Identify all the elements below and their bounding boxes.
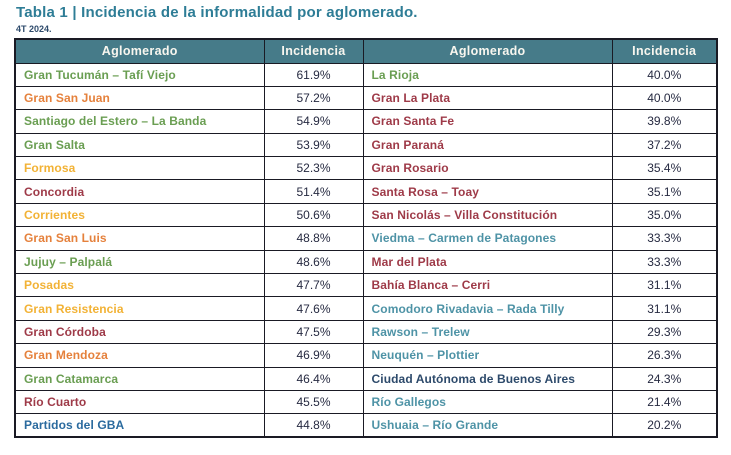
column-header-incidencia-right: Incidencia [611, 38, 718, 64]
aglomerado-cell-left: Gran San Juan [14, 85, 265, 111]
table-row: Gran Salta 53.9% Gran Paraná 37.2% [14, 132, 718, 158]
incidencia-cell-right: 29.3% [611, 319, 718, 345]
table-row: Jujuy – Palpalá 48.6% Mar del Plata 33.3% [14, 249, 718, 275]
aglomerado-cell-right: Gran La Plata [362, 85, 613, 111]
aglomerado-cell-right: Ciudad Autónoma de Buenos Aires [362, 366, 613, 391]
incidencia-cell-left: 46.4% [263, 366, 364, 391]
incidencia-cell-right: 37.2% [611, 132, 718, 158]
aglomerado-cell-left: Formosa [14, 156, 265, 181]
incidencia-cell-left: 47.6% [263, 296, 364, 321]
incidencia-cell-left: 44.8% [263, 413, 364, 438]
table-row: Partidos del GBA 44.8% Ushuaia – Río Grand… [14, 413, 718, 438]
table-row: Santiago del Estero – La Banda 54.9% Gran … [14, 109, 718, 134]
aglomerado-cell-right: Gran Santa Fe [362, 109, 613, 134]
incidencia-cell-right: 39.8% [611, 109, 718, 134]
aglomerado-cell-right: San Nicolás – Villa Constitución [362, 202, 613, 228]
aglomerado-cell-left: Gran Tucumán – Tafí Viejo [14, 62, 265, 87]
aglomerado-cell-left: Gran Salta [14, 132, 265, 158]
aglomerado-cell-left: Jujuy – Palpalá [14, 249, 265, 275]
aglomerado-cell-right: Río Gallegos [362, 389, 613, 415]
column-header-aglomerado-left: Aglomerado [14, 38, 265, 64]
page-title: Tabla 1 | Incidencia de la informalidad … [16, 4, 418, 21]
incidencia-cell-right: 40.0% [611, 85, 718, 111]
aglomerado-cell-right: Gran Rosario [362, 156, 613, 181]
incidencia-cell-right: 35.1% [611, 179, 718, 204]
aglomerado-cell-right: Mar del Plata [362, 249, 613, 275]
informality-table: Aglomerado Incidencia Aglomerado Inciden… [14, 38, 718, 439]
table-row: Gran Resistencia 47.6% Comodoro Rivadavia … [14, 296, 718, 321]
incidencia-cell-right: 33.3% [611, 249, 718, 275]
aglomerado-cell-left: Gran Córdoba [14, 319, 265, 345]
incidencia-cell-left: 50.6% [263, 202, 364, 228]
aglomerado-cell-left: Santiago del Estero – La Banda [14, 109, 265, 134]
page-subtitle: 4T 2024. [16, 24, 52, 34]
incidencia-cell-right: 26.3% [611, 343, 718, 368]
table-row: Gran Tucumán – Tafí Viejo 61.9% La Rioja 40… [14, 62, 718, 87]
column-header-incidencia-left: Incidencia [263, 38, 364, 64]
header-row: Aglomerado Incidencia Aglomerado Inciden… [14, 38, 718, 64]
aglomerado-cell-left: Partidos del GBA [14, 413, 265, 438]
incidencia-cell-right: 31.1% [611, 296, 718, 321]
table-row: Gran San Luis 48.8% Viedma – Carmen de Pat… [14, 226, 718, 251]
table-row: Gran Catamarca 46.4% Ciudad Autónoma de Bu… [14, 366, 718, 391]
aglomerado-cell-right: Santa Rosa – Toay [362, 179, 613, 204]
column-header-aglomerado-right: Aglomerado [362, 38, 613, 64]
incidencia-cell-left: 52.3% [263, 156, 364, 181]
incidencia-cell-right: 24.3% [611, 366, 718, 391]
aglomerado-cell-right: Ushuaia – Río Grande [362, 413, 613, 438]
incidencia-cell-right: 20.2% [611, 413, 718, 438]
incidencia-cell-left: 61.9% [263, 62, 364, 87]
incidencia-cell-left: 47.7% [263, 273, 364, 298]
aglomerado-cell-left: Gran Catamarca [14, 366, 265, 391]
incidencia-cell-left: 48.8% [263, 226, 364, 251]
aglomerado-cell-right: Comodoro Rivadavia – Rada Tilly [362, 296, 613, 321]
incidencia-cell-right: 31.1% [611, 273, 718, 298]
aglomerado-cell-left: Gran San Luis [14, 226, 265, 251]
table-row: Gran San Juan 57.2% Gran La Plata 40.0% [14, 85, 718, 111]
aglomerado-cell-left: Gran Mendoza [14, 343, 265, 368]
aglomerado-cell-right: Viedma – Carmen de Patagones [362, 226, 613, 251]
aglomerado-cell-left: Posadas [14, 273, 265, 298]
table-row: Gran Córdoba 47.5% Rawson – Trelew 29.3% [14, 319, 718, 345]
table-row: Corrientes 50.6% San Nicolás – Villa Const… [14, 202, 718, 228]
aglomerado-cell-left: Río Cuarto [14, 389, 265, 415]
aglomerado-cell-right: Rawson – Trelew [362, 319, 613, 345]
incidencia-cell-left: 48.6% [263, 249, 364, 275]
aglomerado-cell-right: Bahía Blanca – Cerri [362, 273, 613, 298]
incidencia-cell-left: 45.5% [263, 389, 364, 415]
incidencia-cell-right: 40.0% [611, 62, 718, 87]
aglomerado-cell-right: Gran Paraná [362, 132, 613, 158]
table-row: Posadas 47.7% Bahía Blanca – Cerri 31.1% [14, 273, 718, 298]
aglomerado-cell-left: Gran Resistencia [14, 296, 265, 321]
incidencia-cell-right: 35.0% [611, 202, 718, 228]
incidencia-cell-left: 53.9% [263, 132, 364, 158]
table-body: Gran Tucumán – Tafí Viejo 61.9% La Rioja 40… [14, 62, 718, 438]
table-row: Río Cuarto 45.5% Río Gallegos 21.4% [14, 389, 718, 415]
incidencia-cell-left: 51.4% [263, 179, 364, 204]
aglomerado-cell-left: Concordia [14, 179, 265, 204]
table-row: Formosa 52.3% Gran Rosario 35.4% [14, 156, 718, 181]
incidencia-cell-right: 33.3% [611, 226, 718, 251]
incidencia-cell-left: 54.9% [263, 109, 364, 134]
incidencia-cell-left: 47.5% [263, 319, 364, 345]
table-header: Aglomerado Incidencia Aglomerado Inciden… [14, 38, 718, 64]
aglomerado-cell-left: Corrientes [14, 202, 265, 228]
incidencia-cell-left: 46.9% [263, 343, 364, 368]
incidencia-cell-right: 35.4% [611, 156, 718, 181]
aglomerado-cell-right: La Rioja [362, 62, 613, 87]
table-row: Concordia 51.4% Santa Rosa – Toay 35.1% [14, 179, 718, 204]
incidencia-cell-right: 21.4% [611, 389, 718, 415]
aglomerado-cell-right: Neuquén – Plottier [362, 343, 613, 368]
incidencia-cell-left: 57.2% [263, 85, 364, 111]
table-row: Gran Mendoza 46.9% Neuquén – Plottier 26.3% [14, 343, 718, 368]
